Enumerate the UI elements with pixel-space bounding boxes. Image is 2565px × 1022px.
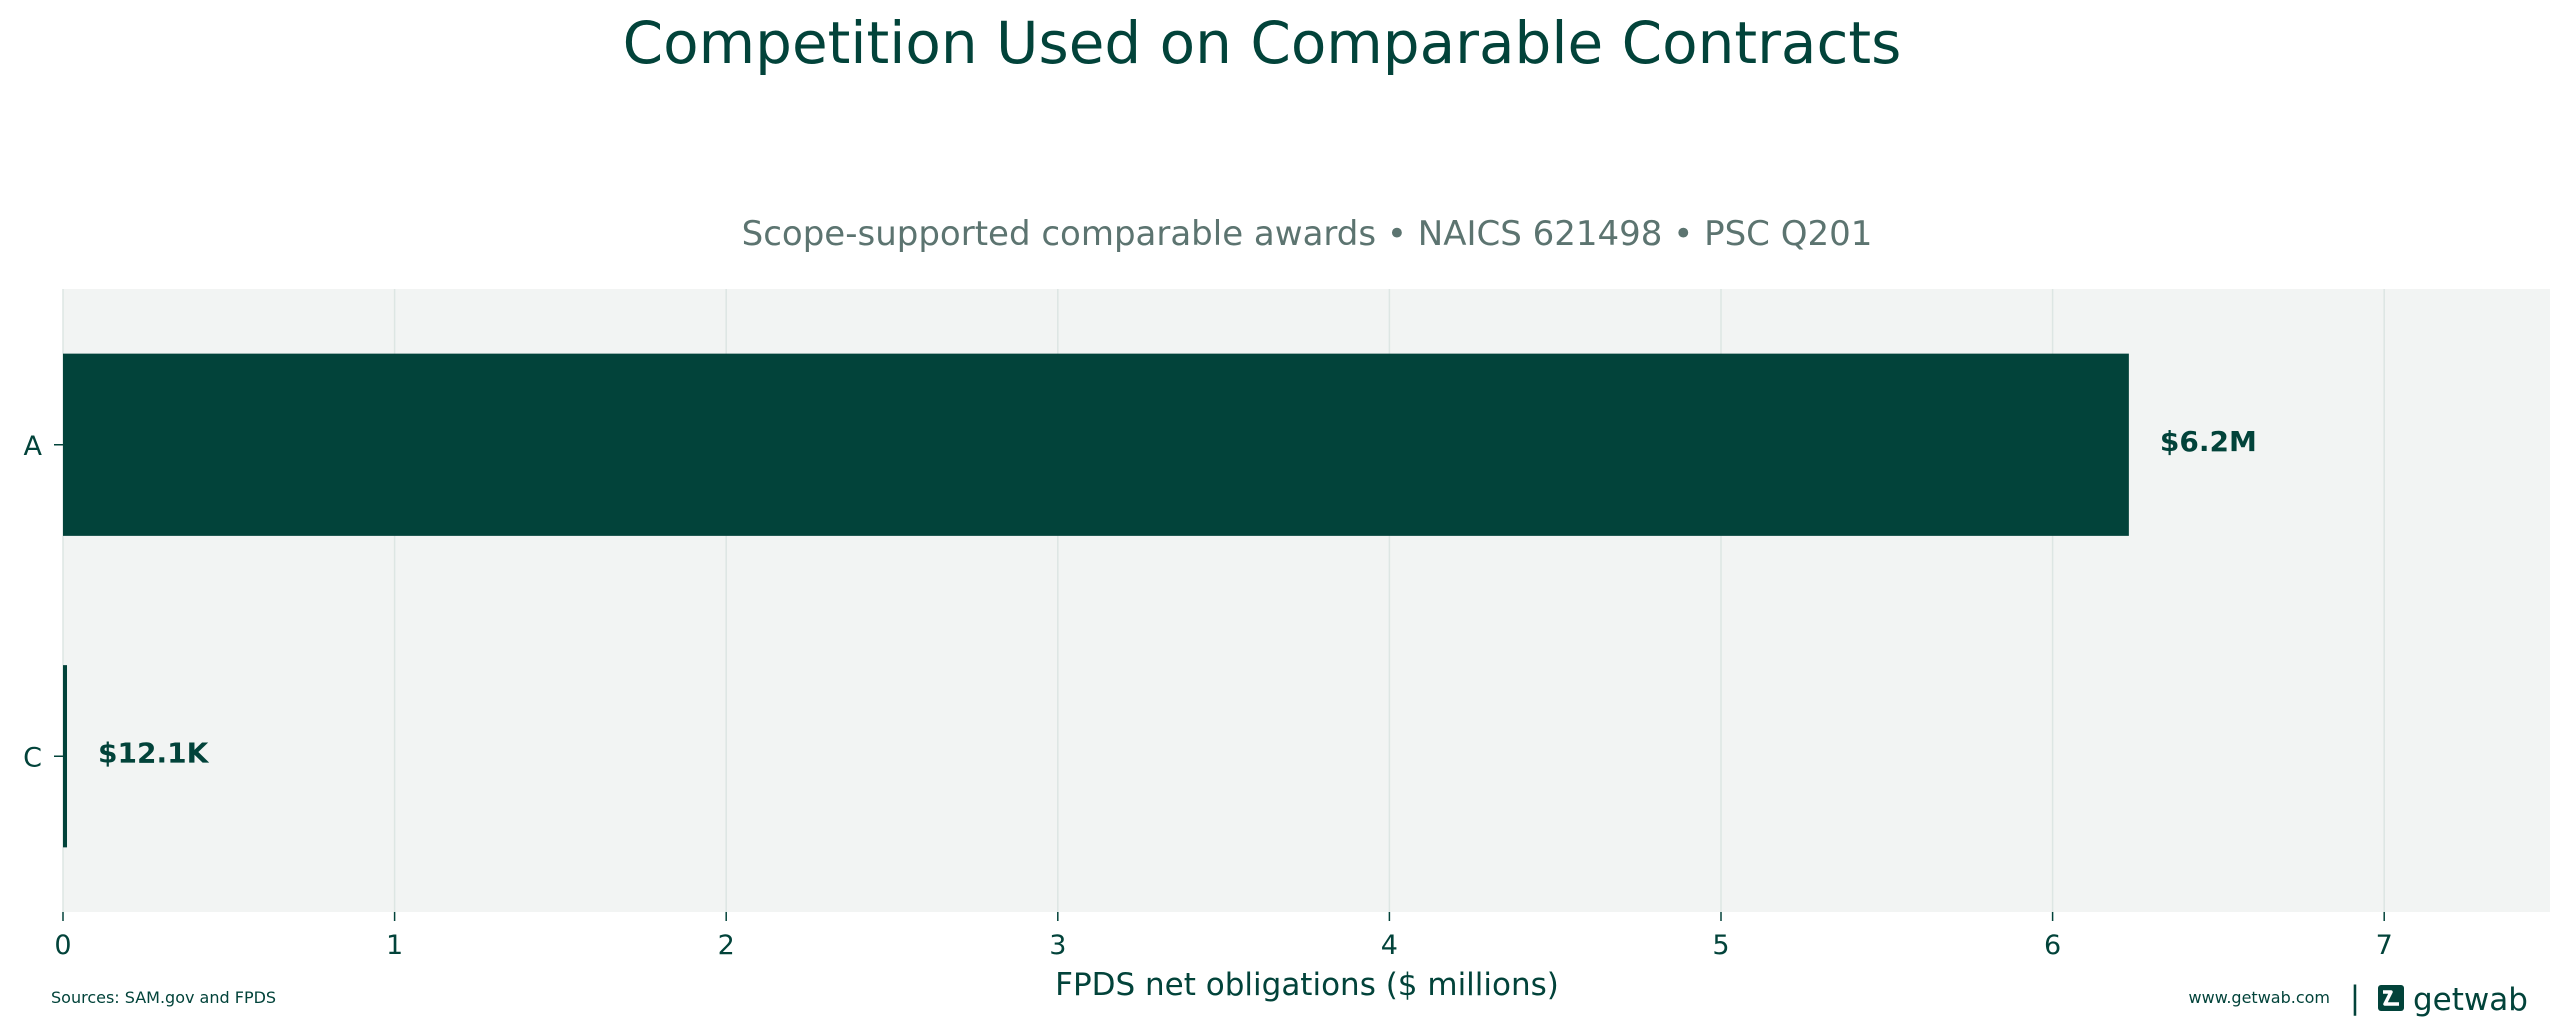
chart-subtitle: Scope-supported comparable awards • NAIC… (742, 214, 1873, 254)
website-link[interactable]: www.getwab.com (2189, 988, 2330, 1007)
x-tick-label-2: 2 (718, 930, 735, 961)
data-label-A: $6.2M (2160, 425, 2257, 458)
y-tick-label-C: C (23, 742, 42, 773)
x-tick-label-3: 3 (1049, 930, 1066, 961)
data-label-C: $12.1K (98, 736, 210, 769)
bar-A (63, 353, 2129, 536)
x-axis-label: FPDS net obligations ($ millions) (1055, 967, 1559, 1003)
chart-title: Competition Used on Comparable Contracts (623, 9, 1902, 77)
getwab-logo-icon (2378, 985, 2404, 1011)
sources-note: Sources: SAM.gov and FPDS (51, 988, 276, 1007)
y-tick-label-A: A (24, 431, 43, 462)
x-tick-label-4: 4 (1381, 930, 1398, 961)
brand-separator: | (2350, 980, 2360, 1016)
x-tick-label-1: 1 (386, 930, 403, 961)
bar-C (63, 665, 68, 848)
axes: 0 1 2 3 4 5 6 7 A C (23, 431, 2393, 961)
brand-name: getwab (2413, 982, 2528, 1018)
x-tick-label-5: 5 (1712, 930, 1729, 961)
x-tick-label-0: 0 (54, 930, 71, 961)
x-tick-label-7: 7 (2376, 930, 2393, 961)
bars: $6.2M $12.1K (63, 353, 2257, 848)
x-tick-label-6: 6 (2044, 930, 2061, 961)
